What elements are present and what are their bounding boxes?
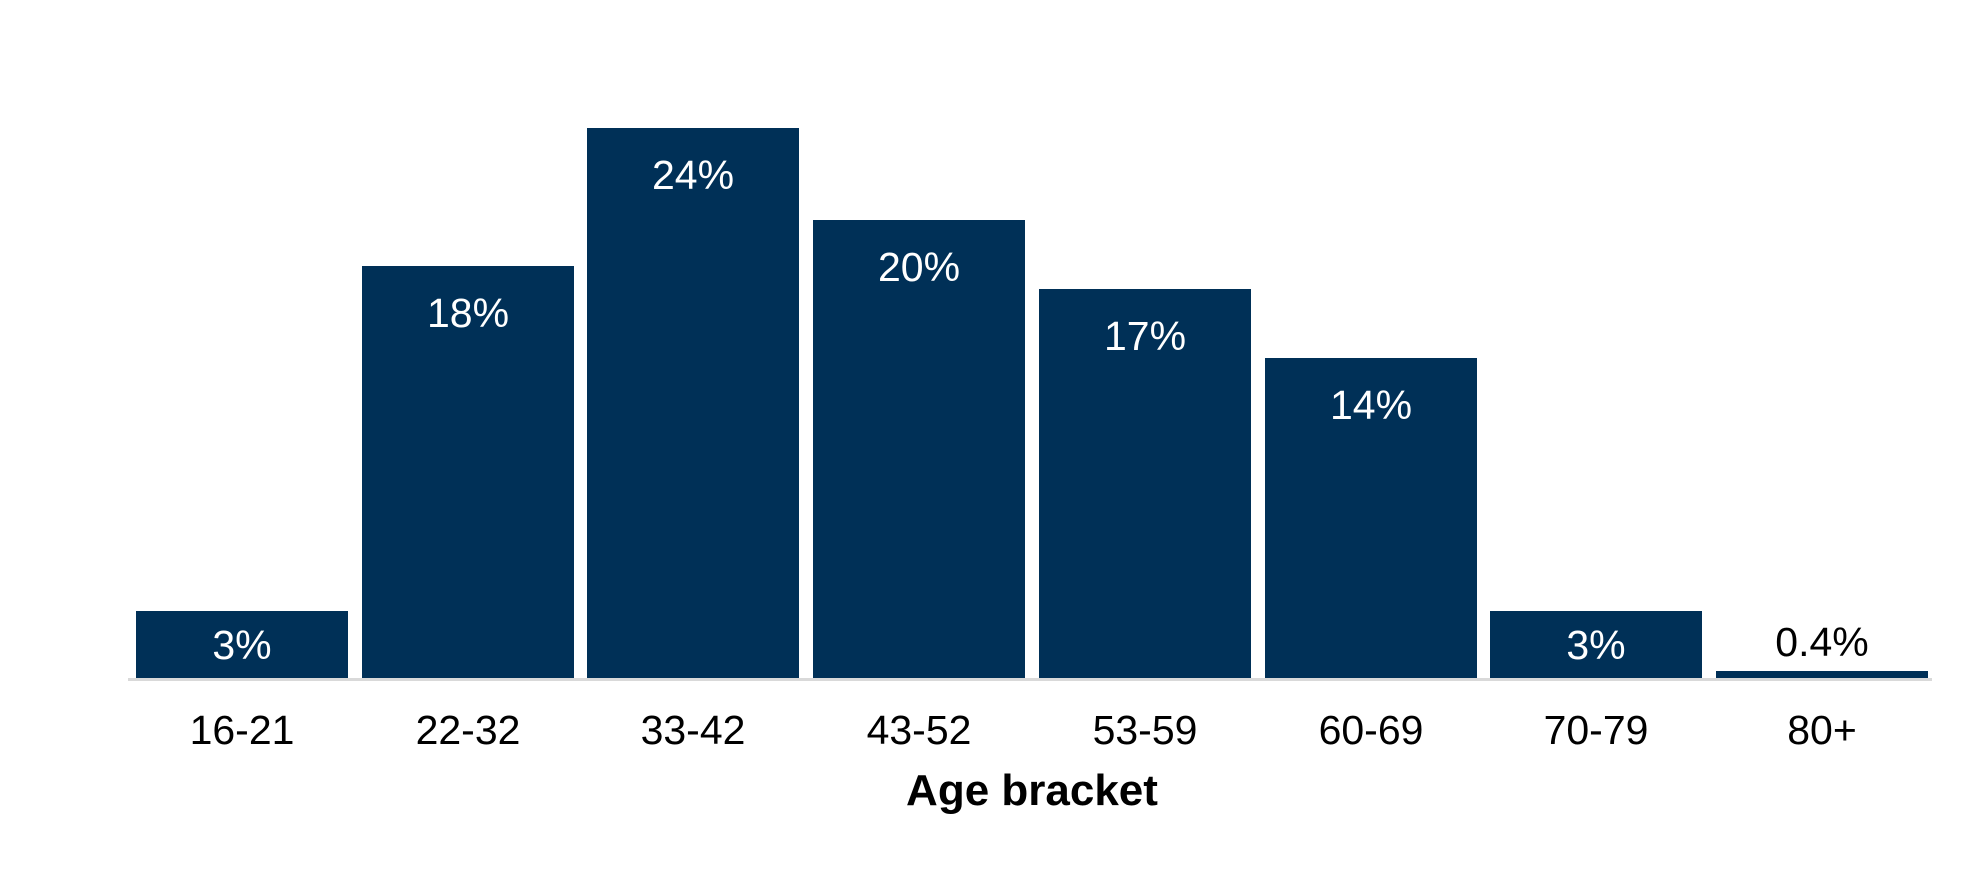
bar-value-label: 18%	[426, 290, 510, 336]
bar-value-label: 17%	[1103, 313, 1187, 359]
x-tick-label: 16-21	[189, 707, 295, 753]
x-tick-label: 43-52	[866, 707, 972, 753]
bar: 17%	[1039, 289, 1251, 680]
bar: 20%	[813, 220, 1025, 680]
bar: 24%	[587, 128, 799, 680]
bar: 0.4%	[1716, 619, 1928, 680]
x-axis-line	[128, 678, 1932, 681]
x-tick-label: 70-79	[1543, 707, 1649, 753]
bar-value-label: 20%	[877, 244, 961, 290]
x-tick-label: 60-69	[1318, 707, 1424, 753]
x-tick-label: 22-32	[415, 707, 521, 753]
bar: 3%	[1490, 611, 1702, 680]
bar-value-label: 3%	[1566, 622, 1626, 668]
bar: 18%	[362, 266, 574, 680]
bar-value-label: 24%	[651, 152, 735, 198]
bar-value-label: 0.4%	[1775, 619, 1869, 665]
x-axis-title: Age bracket	[906, 766, 1158, 815]
x-tick-label: 80+	[1787, 707, 1857, 753]
bar-value-label: 14%	[1329, 382, 1413, 428]
x-tick-label: 33-42	[640, 707, 746, 753]
bar: 14%	[1265, 358, 1477, 680]
bar-value-label: 3%	[212, 622, 272, 668]
bar: 3%	[136, 611, 348, 680]
x-tick-label: 53-59	[1092, 707, 1198, 753]
